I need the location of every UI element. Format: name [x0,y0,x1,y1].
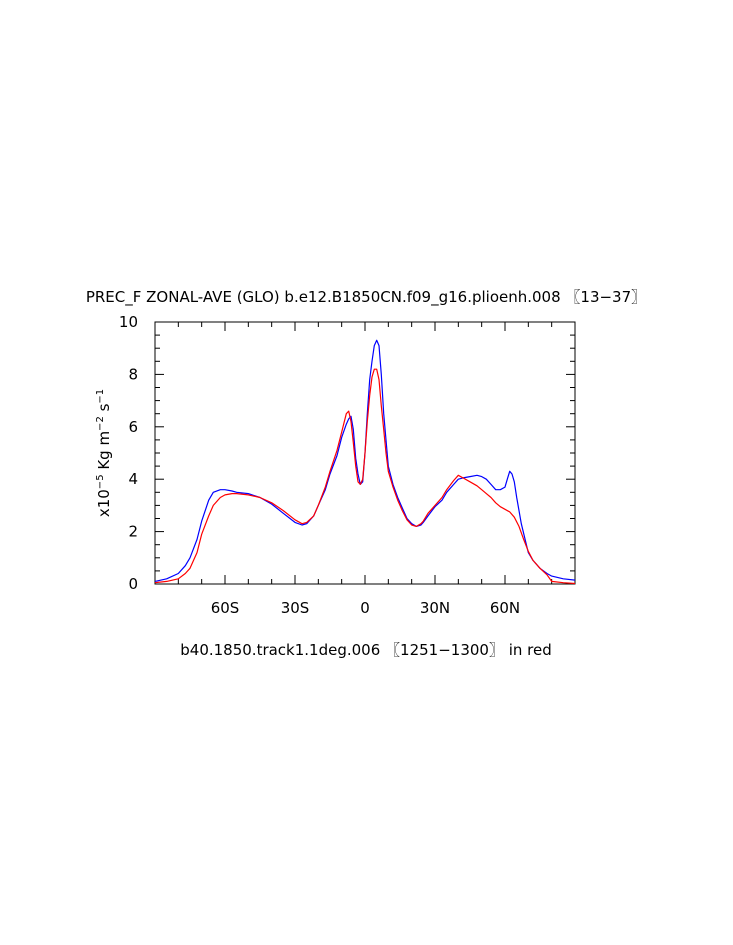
y-tick-label: 10 [119,313,138,331]
y-tick-label: 4 [128,470,138,488]
x-tick-label: 60N [490,599,520,617]
y-axis-label-unit1: Kg m [95,431,113,475]
chart-title: PREC_F ZONAL-AVE (GLO) b.e12.B1850CN.f09… [86,288,646,307]
x-axis-label: b40.1850.track1.1deg.006 〖1251−1300〗 in … [180,641,552,659]
x-tick-label: 0 [360,599,370,617]
y-tick-label: 8 [128,365,138,383]
x-tick-label: 60S [211,599,240,617]
y-tick-label: 6 [128,418,138,436]
y-axis-label-unit2: s [95,403,113,416]
series-line-2 [154,368,576,585]
tick-labels: 60S 30S 0 30N 60N 0 2 4 6 8 10 [119,313,520,617]
y-axis-label-base: x10 [95,489,113,517]
series-group [154,339,576,585]
series-line-1 [154,339,576,582]
x-tick-label: 30S [281,599,310,617]
y-tick-label: 2 [128,523,138,541]
y-axis-label-exp2: −2 [95,416,106,431]
y-axis-label-exp3: −1 [95,389,106,404]
y-axis-label: x10−5 Kg m−2 s−1 [95,389,113,517]
axis-ticks [154,321,576,585]
y-tick-label: 0 [128,575,138,593]
x-tick-label: 30N [420,599,450,617]
y-axis-label-exp: −5 [95,474,106,489]
